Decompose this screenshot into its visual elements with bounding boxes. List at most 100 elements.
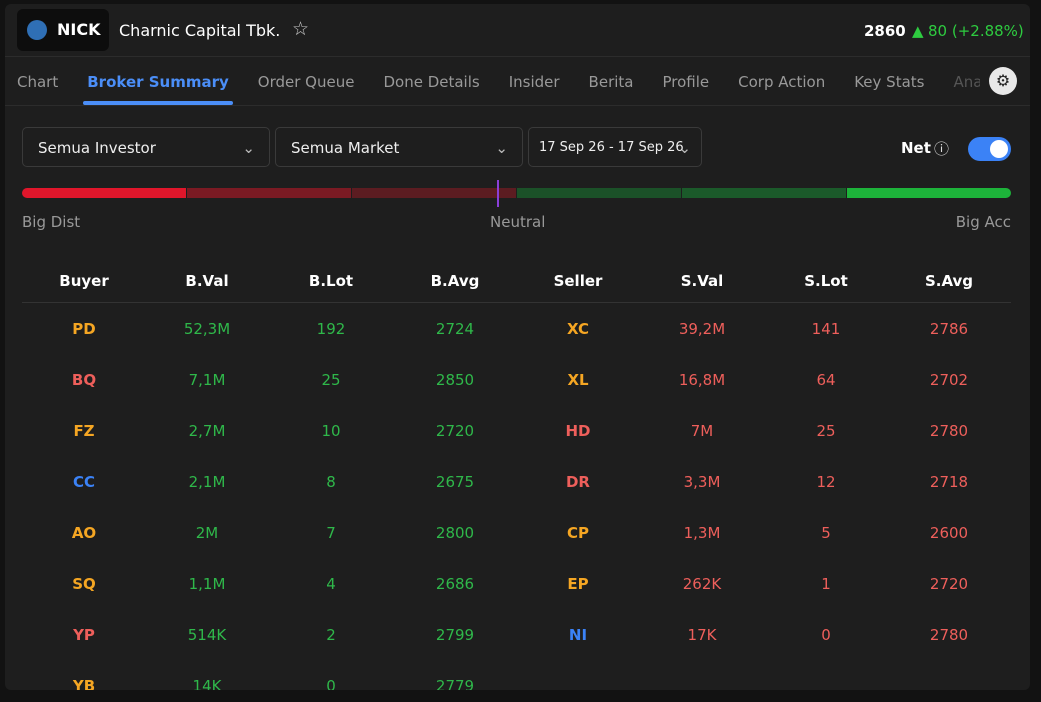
star[interactable]: ☆: [292, 18, 310, 40]
lot: 2: [326, 626, 336, 644]
broker-code[interactable]: CP: [566, 524, 589, 542]
net-toggle[interactable]: [968, 137, 1011, 161]
value: 2M: [195, 524, 219, 542]
broker-code[interactable]: YP: [73, 626, 95, 644]
broker-code[interactable]: YB: [72, 677, 96, 690]
broker-code[interactable]: AO: [71, 524, 97, 542]
gauge-segment: [682, 188, 847, 198]
broker-code[interactable]: EP: [567, 575, 589, 593]
average: 2850: [435, 371, 475, 389]
tab[interactable]: Done Details: [383, 73, 480, 91]
value: 16,8M: [678, 371, 726, 389]
gauge: [22, 188, 1011, 198]
value: 3,3M: [683, 473, 721, 491]
value: 2,7M: [188, 422, 226, 440]
company: Charnic Capital Tbk.: [119, 21, 281, 40]
value: 514K: [187, 626, 227, 644]
broker-code[interactable]: FZ: [73, 422, 95, 440]
broker-code[interactable]: PD: [72, 320, 96, 338]
average: 2780: [929, 422, 969, 440]
lot: 4: [326, 575, 336, 593]
gauge-center: Neutral: [490, 213, 546, 231]
panel: NICK Charnic Capital Tbk. ☆ 2860 ▲ 80 (+…: [5, 4, 1030, 690]
select-text: 17 Sep 26 - 17 Sep 26: [539, 140, 684, 155]
tab[interactable]: Insider: [508, 73, 560, 91]
column-header: S.Lot: [804, 272, 848, 290]
info-icon[interactable]: ⓘ: [934, 140, 950, 158]
lot: 192: [316, 320, 346, 338]
gauge-segment: [847, 188, 1011, 198]
gauge-segment: [22, 188, 187, 198]
column-header: S.Avg: [924, 272, 974, 290]
average: 2724: [435, 320, 475, 338]
average: 2779: [435, 677, 475, 690]
average: 2686: [435, 575, 475, 593]
lot: 25: [816, 422, 836, 440]
tab[interactable]: Order Queue: [257, 73, 355, 91]
gauge-segment: [352, 188, 517, 198]
tab[interactable]: Key Stats: [854, 73, 925, 91]
broker-table: Buyer B.Val B.Lot B.Avg Seller S.Val S.Lot S.Av…: [5, 4, 1030, 690]
tab-bar: Chart Broker Summary Order Queue Done Detai…: [5, 57, 980, 105]
broker-code[interactable]: HD: [565, 422, 591, 440]
average: 2786: [929, 320, 969, 338]
tab[interactable]: Broker Summary: [87, 73, 229, 91]
chevron: ⌄: [678, 139, 691, 157]
broker-code[interactable]: XC: [566, 320, 590, 338]
select-text: Semua Investor: [38, 139, 156, 157]
ticker-badge[interactable]: NICK: [17, 9, 109, 51]
tab[interactable]: Profile: [662, 73, 710, 91]
broker-code[interactable]: SQ: [72, 575, 96, 593]
chevron: ⌄: [242, 139, 255, 157]
value: 1,3M: [683, 524, 721, 542]
average: 2720: [435, 422, 475, 440]
lot: 141: [811, 320, 841, 338]
divider: [5, 105, 1030, 106]
settings-icon[interactable]: ⚙: [989, 67, 1017, 95]
column-header: B.Avg: [430, 272, 480, 290]
broker-code[interactable]: CC: [72, 473, 96, 491]
tab[interactable]: Corp Action: [738, 73, 826, 91]
value: 14K: [192, 677, 222, 690]
market-select[interactable]: Semua Market ⌄: [275, 127, 523, 167]
value: 39,2M: [678, 320, 726, 338]
logo: [27, 20, 47, 40]
table-divider: [22, 302, 1011, 303]
broker-code[interactable]: XL: [567, 371, 589, 389]
lot: 10: [321, 422, 341, 440]
average: 2780: [929, 626, 969, 644]
lot: 64: [816, 371, 836, 389]
value: 2,1M: [188, 473, 226, 491]
value: 52,3M: [183, 320, 231, 338]
average: 2720: [929, 575, 969, 593]
change-arrow: ▲: [912, 22, 924, 40]
tab[interactable]: Chart: [17, 73, 59, 91]
select-text: Semua Market: [291, 139, 400, 157]
broker-code[interactable]: BQ: [71, 371, 97, 389]
price: 2860: [864, 22, 906, 40]
column-header: S.Val: [680, 272, 724, 290]
lot: 8: [326, 473, 336, 491]
average: 2702: [929, 371, 969, 389]
average: 2799: [435, 626, 475, 644]
date-select[interactable]: 17 Sep 26 - 17 Sep 26 ⌄: [528, 127, 702, 167]
gauge-marker: [497, 180, 499, 207]
gauge-segment: [187, 188, 352, 198]
value: 7M: [690, 422, 714, 440]
average: 2600: [929, 524, 969, 542]
broker-code[interactable]: DR: [565, 473, 590, 491]
column-header: B.Val: [185, 272, 229, 290]
chevron: ⌄: [495, 139, 508, 157]
tab[interactable]: Analy: [953, 73, 980, 91]
average: 2800: [435, 524, 475, 542]
investor-select[interactable]: Semua Investor ⌄: [22, 127, 270, 167]
gauge-right: Big Acc: [955, 213, 1011, 231]
net-label: Net: [901, 139, 931, 157]
broker-code[interactable]: NI: [568, 626, 588, 644]
divider: [5, 56, 1030, 57]
tab[interactable]: Berita: [588, 73, 634, 91]
change: 80 (+2.88%): [928, 22, 1024, 40]
average: 2718: [929, 473, 969, 491]
value: 7,1M: [188, 371, 226, 389]
